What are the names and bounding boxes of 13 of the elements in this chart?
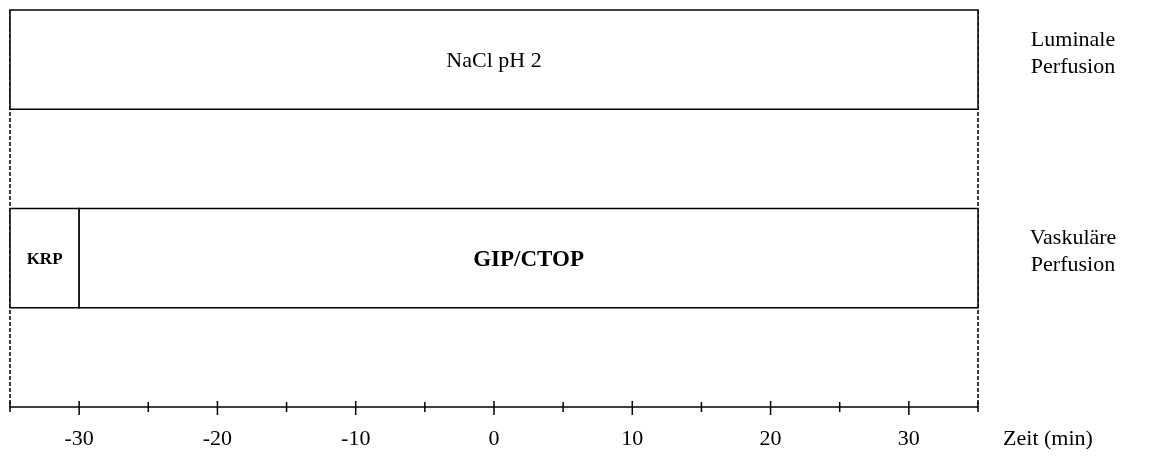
x-tick-label: -20 [202, 425, 233, 450]
x-tick-label: 20 [759, 425, 782, 450]
data-label: GIP/CTOP [473, 245, 584, 271]
x-tick-label: -10 [341, 425, 371, 450]
data-label: KRP [26, 248, 63, 268]
x-tick-label: 0 [488, 425, 500, 450]
x-tick-label: 10 [621, 425, 644, 450]
y-tick-label: Luminale Perfusion [1030, 25, 1116, 78]
x-tick-label: 30 [897, 425, 920, 450]
x-tick-label: -30 [64, 425, 94, 450]
data-label: NaCl pH 2 [446, 47, 542, 73]
x-axis-title: Zeit (min) [1003, 425, 1093, 450]
y-tick-label: Vaskuläre Perfusion [1029, 224, 1117, 277]
